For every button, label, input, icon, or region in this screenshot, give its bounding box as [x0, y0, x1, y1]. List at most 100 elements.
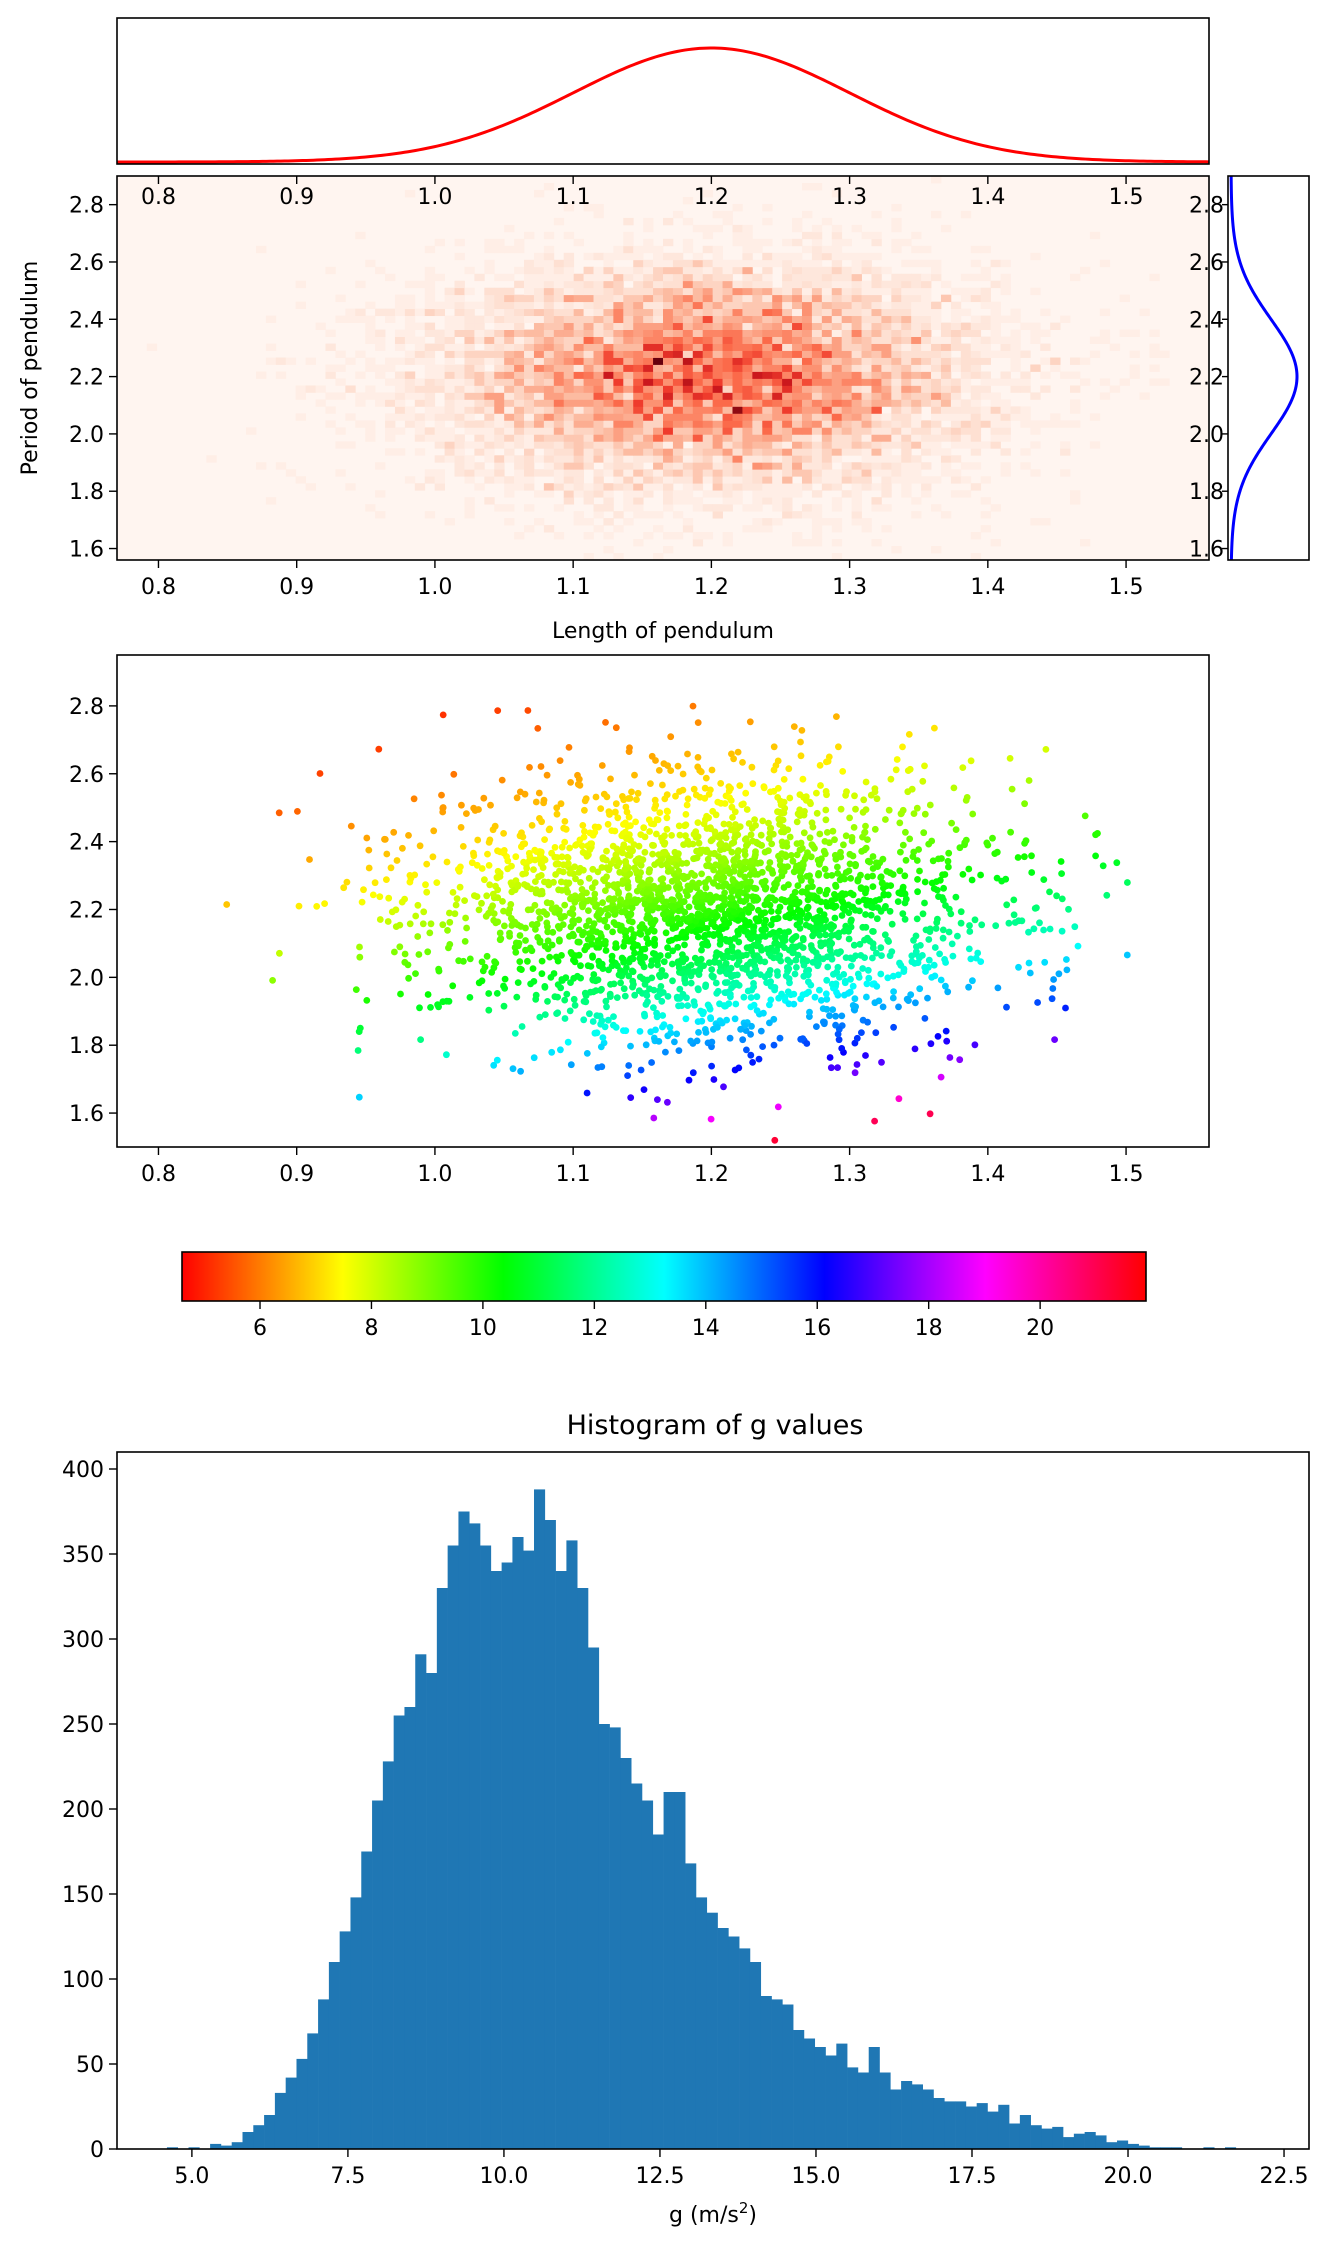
- scatter-point: [914, 876, 921, 883]
- heatmap-cell: [772, 336, 783, 344]
- heatmap-cell: [533, 280, 545, 289]
- heatmap-cell: [782, 385, 793, 393]
- scatter-point: [629, 983, 636, 991]
- scatter-point: [650, 939, 658, 946]
- heatmap-cell: [980, 378, 991, 386]
- scatter-point: [689, 840, 697, 848]
- heatmap-cell: [841, 287, 853, 296]
- scatter-point: [496, 873, 504, 880]
- heatmap-cell: [950, 406, 962, 414]
- heatmap-cell: [990, 427, 1001, 435]
- scatter-point: [424, 991, 432, 998]
- heatmap-cell: [871, 371, 882, 379]
- heatmap-cell: [454, 287, 465, 296]
- heatmap-cell: [543, 322, 555, 330]
- scatter-point: [716, 833, 724, 841]
- heatmap-cell: [801, 406, 813, 414]
- heatmap-cell: [811, 392, 823, 400]
- heatmap-cell: [950, 434, 962, 442]
- scatter-point: [921, 1015, 929, 1022]
- heatmap-cell: [811, 315, 823, 324]
- scatter-point: [669, 917, 676, 924]
- heatmap-cell: [553, 392, 565, 400]
- heatmap-cell: [633, 441, 644, 449]
- heatmap-cell: [1149, 273, 1160, 282]
- heatmap-cell: [593, 420, 604, 428]
- heatmap-cell: [583, 308, 594, 317]
- heatmap-cell: [752, 469, 763, 477]
- scatter-point: [767, 921, 775, 929]
- heatmap-cell: [543, 448, 555, 456]
- heatmap-cell: [762, 462, 773, 470]
- heatmap-cell: [772, 497, 783, 505]
- heatmap-cell: [752, 273, 763, 282]
- scatter-point: [684, 795, 692, 803]
- heatmap-cell: [772, 378, 783, 386]
- heatmap-cell: [613, 455, 624, 463]
- heatmap-cell: [841, 315, 853, 324]
- heatmap-cell: [573, 406, 584, 414]
- scatter-point: [702, 1029, 710, 1036]
- scatter-point: [664, 993, 672, 1000]
- scatter-point: [909, 853, 917, 860]
- heatmap-cell: [484, 266, 495, 275]
- heatmap-cell: [851, 350, 862, 358]
- heatmap-cell: [742, 315, 753, 324]
- heatmap-cell: [434, 308, 445, 317]
- scatter-point: [488, 968, 496, 976]
- scatter-point: [766, 930, 774, 938]
- heatmap-cell: [841, 336, 853, 344]
- scatter-point: [770, 787, 778, 795]
- scatter-point: [530, 866, 537, 873]
- scatter-point: [360, 886, 367, 894]
- scatter-point: [427, 920, 435, 928]
- heatmap-cell: [613, 553, 624, 561]
- heatmap-cell: [851, 378, 862, 386]
- heatmap-cell: [831, 238, 843, 247]
- heatmap-cell: [772, 441, 783, 449]
- heatmap-cell: [960, 322, 972, 330]
- heatmap-cell: [831, 497, 843, 505]
- scatter-point: [736, 888, 744, 896]
- heatmap-cell: [1010, 329, 1021, 337]
- heatmap-cell: [603, 504, 614, 512]
- scatter-point: [667, 1029, 675, 1037]
- scatter-point: [833, 989, 840, 996]
- heatmap-cell: [772, 469, 783, 477]
- heatmap-cell: [901, 280, 912, 289]
- heatmap-cell: [484, 378, 495, 386]
- heatmap-cell: [474, 371, 485, 379]
- scatter-point: [631, 864, 638, 872]
- heatmap-cell: [742, 294, 753, 303]
- scatter-point: [383, 850, 391, 858]
- scatter-point: [820, 1020, 828, 1028]
- scatter-point: [551, 853, 559, 861]
- heatmap-cell: [603, 427, 614, 435]
- heatmap-cell: [851, 497, 862, 505]
- scatter-point: [708, 966, 716, 973]
- heatmap-cell: [444, 294, 455, 303]
- heatmap-cell: [1000, 315, 1011, 324]
- heatmap-cell: [593, 301, 604, 310]
- heatmap-cell: [653, 336, 664, 344]
- heatmap-cell: [484, 392, 495, 400]
- heatmap-cell: [633, 392, 644, 400]
- heatmap-cell: [623, 378, 634, 386]
- scatter-point: [583, 1050, 591, 1057]
- heatmap-cell: [841, 308, 853, 317]
- heatmap-cell: [732, 483, 743, 491]
- scatter-point: [564, 860, 572, 867]
- heatmap-cell: [643, 350, 654, 358]
- heatmap-cell: [533, 266, 545, 275]
- scatter-point: [797, 839, 805, 847]
- heatmap-cell: [603, 294, 614, 303]
- heatmap-cell: [851, 273, 862, 282]
- heatmap-cell: [841, 252, 853, 261]
- heatmap-cell: [563, 336, 575, 344]
- scatter-point: [714, 987, 722, 995]
- heatmap-cell: [633, 266, 644, 275]
- scatter-point: [779, 842, 787, 850]
- scatter-point: [468, 859, 476, 867]
- heatmap-cell: [692, 413, 704, 421]
- heatmap-cell: [563, 420, 575, 428]
